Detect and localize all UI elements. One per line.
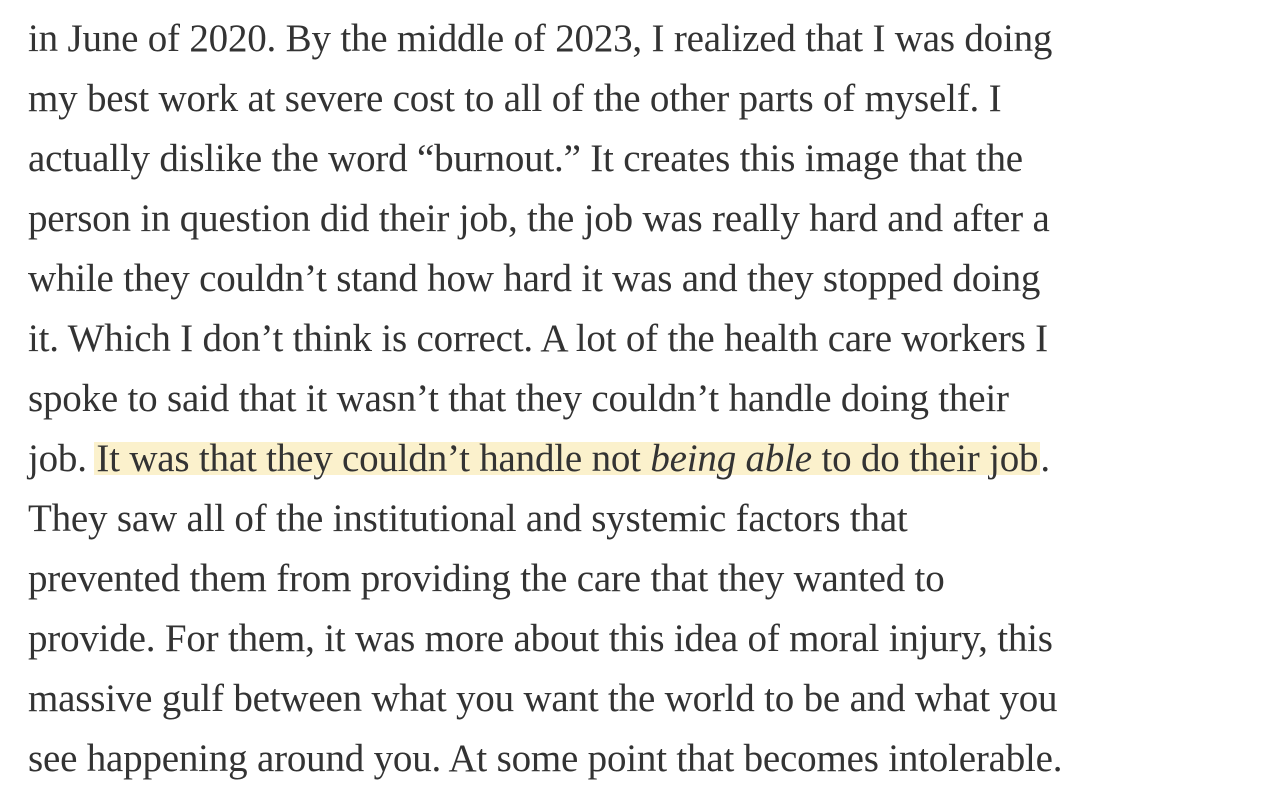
highlight-text-start: It was that they couldn’t handle not	[96, 437, 651, 480]
highlighted-paragraph-line: job. It was that they couldn’t handle no…	[28, 429, 1253, 489]
highlight-text-end: to do their job	[811, 437, 1039, 480]
paragraph-line: in June of 2020. By the middle of 2023, …	[28, 17, 1053, 60]
paragraph-line: prevented them from providing the care t…	[28, 557, 945, 600]
paragraph-line: spoke to said that it wasn’t that they c…	[28, 377, 1009, 420]
paragraph-line: it. Which I don’t think is correct. A lo…	[28, 317, 1048, 360]
paragraph-line: actually dislike the word “burnout.” It …	[28, 137, 1023, 180]
article-body: in June of 2020. By the middle of 2023, …	[28, 9, 1253, 789]
paragraph-line: They saw all of the institutional and sy…	[28, 497, 908, 540]
highlight-text-italic: being able	[650, 437, 812, 480]
line-suffix: .	[1040, 437, 1050, 480]
paragraph-line: while they couldn’t stand how hard it wa…	[28, 257, 1041, 300]
paragraph-line: my best work at severe cost to all of th…	[28, 77, 1002, 120]
paragraph-line: person in question did their job, the jo…	[28, 197, 1050, 240]
paragraph-line: see happening around you. At some point …	[28, 737, 1063, 780]
text-highlight[interactable]: It was that they couldn’t handle not bei…	[94, 437, 1041, 480]
paragraph-line: massive gulf between what you want the w…	[28, 677, 1058, 720]
paragraph-line: provide. For them, it was more about thi…	[28, 617, 1053, 660]
line-prefix: job.	[28, 437, 97, 480]
